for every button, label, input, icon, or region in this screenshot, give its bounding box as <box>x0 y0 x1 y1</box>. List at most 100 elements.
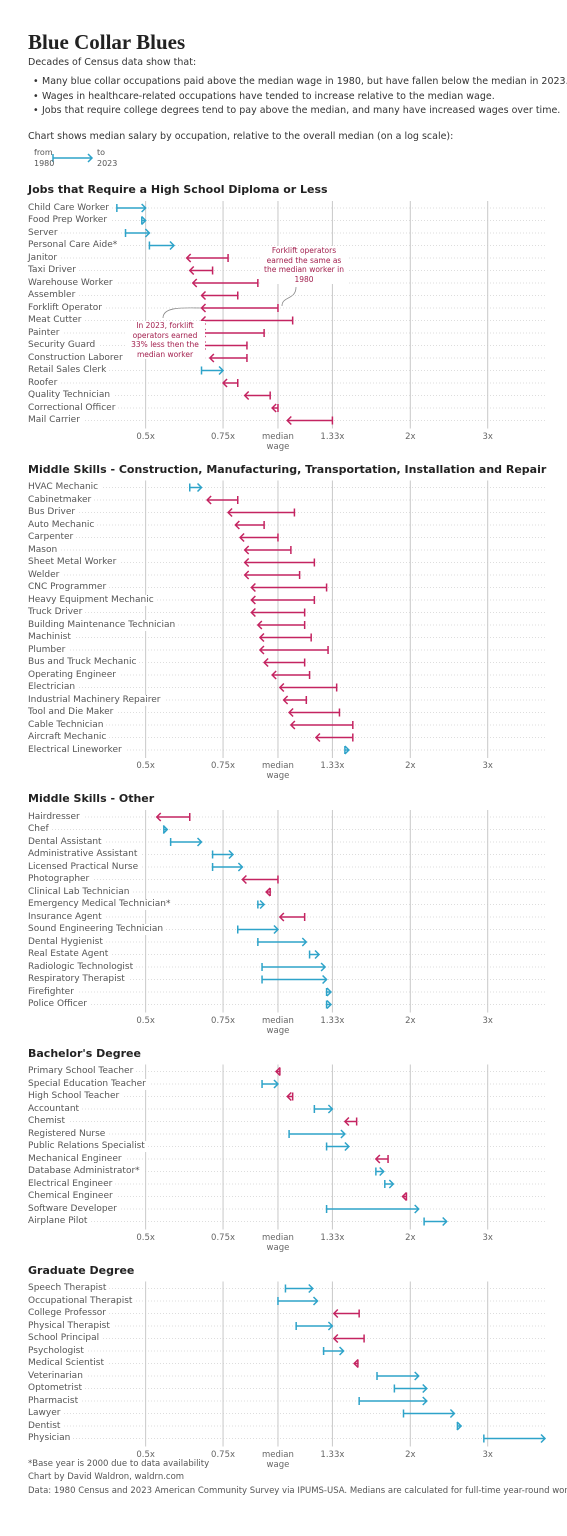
row-label: Taxi Driver <box>28 265 79 276</box>
arrow-head <box>414 1204 420 1214</box>
arrow-head <box>282 695 289 705</box>
legend-year: 1980 <box>34 159 55 168</box>
row-label: Industrial Machinery Repairer <box>28 694 164 706</box>
arrow-head <box>234 520 240 530</box>
section-title: Bachelor's Degree <box>28 1046 141 1060</box>
x-tick-label: 1.33x <box>320 1015 345 1026</box>
legend-year: 2023 <box>97 159 118 168</box>
arrow-head <box>422 1383 428 1394</box>
row-label: Sound Engineering Technician <box>28 924 167 935</box>
x-tick-label: median wage <box>262 1232 294 1253</box>
row-label: Administrative Assistant <box>28 849 141 860</box>
arrow-head <box>308 1283 314 1294</box>
arrow-head <box>327 1321 334 1331</box>
row-label: Optometrist <box>28 1383 86 1394</box>
arrow-head <box>289 720 296 730</box>
row-label: Warehouse Worker <box>28 277 116 289</box>
arrow-head <box>327 1104 334 1114</box>
row-label: Security Guard <box>28 340 99 351</box>
row-label: Radiologic Technologist <box>28 961 137 973</box>
arrow-head <box>200 303 207 313</box>
arrow-head <box>540 1433 547 1444</box>
x-tick-label: 2x <box>405 1449 416 1460</box>
annotation: Forklift operators earned the same as th… <box>261 246 347 284</box>
row-label: Auto Mechanic <box>28 519 98 531</box>
x-tick-label: median wage <box>262 1449 294 1470</box>
row-label: Retail Sales Clerk <box>28 365 110 376</box>
annotation-connector <box>162 307 203 319</box>
row-label: Licensed Practical Nurse <box>28 861 142 873</box>
x-tick-label: 0.75x <box>211 1449 236 1460</box>
footer: Chart by David Waldron, waldrn.com <box>28 1472 185 1482</box>
x-tick-label: 0.75x <box>211 1015 236 1026</box>
row-label: Lawyer <box>28 1408 64 1419</box>
row-label: Cabinetmaker <box>28 494 95 506</box>
row-label: Server <box>28 227 61 239</box>
x-tick-label: 1.33x <box>320 431 345 442</box>
x-tick-label: 1.33x <box>320 761 345 771</box>
row-label: Operating Engineer <box>28 669 119 681</box>
row-label: Food Prep Worker <box>28 215 111 226</box>
row-label: Accountant <box>28 1103 83 1115</box>
annotation-connector <box>281 286 297 307</box>
arrow-head <box>243 557 250 568</box>
arrow-head <box>169 240 176 251</box>
arrow-head <box>196 837 203 847</box>
row-label: Aircraft Mechanic <box>28 732 110 743</box>
arrow-head <box>379 1166 385 1177</box>
arrow-head <box>241 874 247 885</box>
arrow-head <box>340 1129 346 1139</box>
row-label: Electrical Lineworker <box>28 744 125 756</box>
row-label: Mason <box>28 544 61 556</box>
x-tick-label: 2x <box>405 1232 416 1243</box>
arrow-head <box>185 253 192 263</box>
arrow-head <box>243 570 250 580</box>
row-label: Software Developer <box>28 1203 120 1215</box>
arrow-head <box>320 962 327 972</box>
row-label: Heavy Equipment Mechanic <box>28 594 157 606</box>
row-label: Plumber <box>28 644 69 656</box>
arrow-head <box>312 1296 319 1306</box>
arrow-head <box>271 403 277 413</box>
row-label: High School Teacher <box>28 1091 123 1102</box>
arrow-head <box>265 887 271 897</box>
row-label: Quality Technician <box>28 390 114 401</box>
x-tick-label: 3x <box>482 1015 493 1026</box>
row-label: Bus and Truck Mechanic <box>28 657 140 668</box>
arrow-head <box>256 620 263 630</box>
x-tick-label: 0.5x <box>136 1449 155 1460</box>
row-label: Mail Carrier <box>28 415 83 426</box>
row-label: Janitor <box>28 252 61 264</box>
x-tick-label: 3x <box>482 761 493 771</box>
section-title: Middle Skills - Other <box>28 792 155 805</box>
row-label: Dental Hygienist <box>28 936 106 948</box>
arrow-head <box>314 949 321 960</box>
row-label: Special Education Teacher <box>28 1078 149 1090</box>
x-tick-label: median wage <box>262 431 294 452</box>
row-label: Assembler <box>28 290 79 301</box>
row-label: Building Maintenance Technician <box>28 619 179 631</box>
row-label: Emergency Medical Technician* <box>28 899 174 910</box>
row-label: Primary School Teacher <box>28 1066 137 1077</box>
arrow-head <box>344 1141 350 1152</box>
arrow-head <box>449 1408 456 1419</box>
arrow-head <box>353 1358 359 1369</box>
row-label: Truck Driver <box>28 607 86 618</box>
arrow-head <box>239 532 245 543</box>
row-label: Carpenter <box>28 532 77 543</box>
section-title: Jobs that Require a High School Diploma … <box>28 183 328 196</box>
arrow-head <box>271 670 277 680</box>
legend-label: to <box>97 148 106 157</box>
arrow-head <box>162 824 169 835</box>
row-label: Meat Cutter <box>28 315 85 326</box>
row-label: Veterinarian <box>28 1370 86 1382</box>
arrow-head <box>227 507 233 518</box>
arrow-head <box>228 849 235 860</box>
arrow-head <box>374 1154 381 1164</box>
bullet: Jobs that require college degrees tend t… <box>33 105 560 116</box>
row-label: Mechanical Engineer <box>28 1153 125 1165</box>
arrow-head <box>278 912 285 922</box>
row-label: Firefighter <box>28 986 77 998</box>
row-label: CNC Programmer <box>28 582 110 593</box>
x-tick-label: 0.5x <box>136 431 155 442</box>
